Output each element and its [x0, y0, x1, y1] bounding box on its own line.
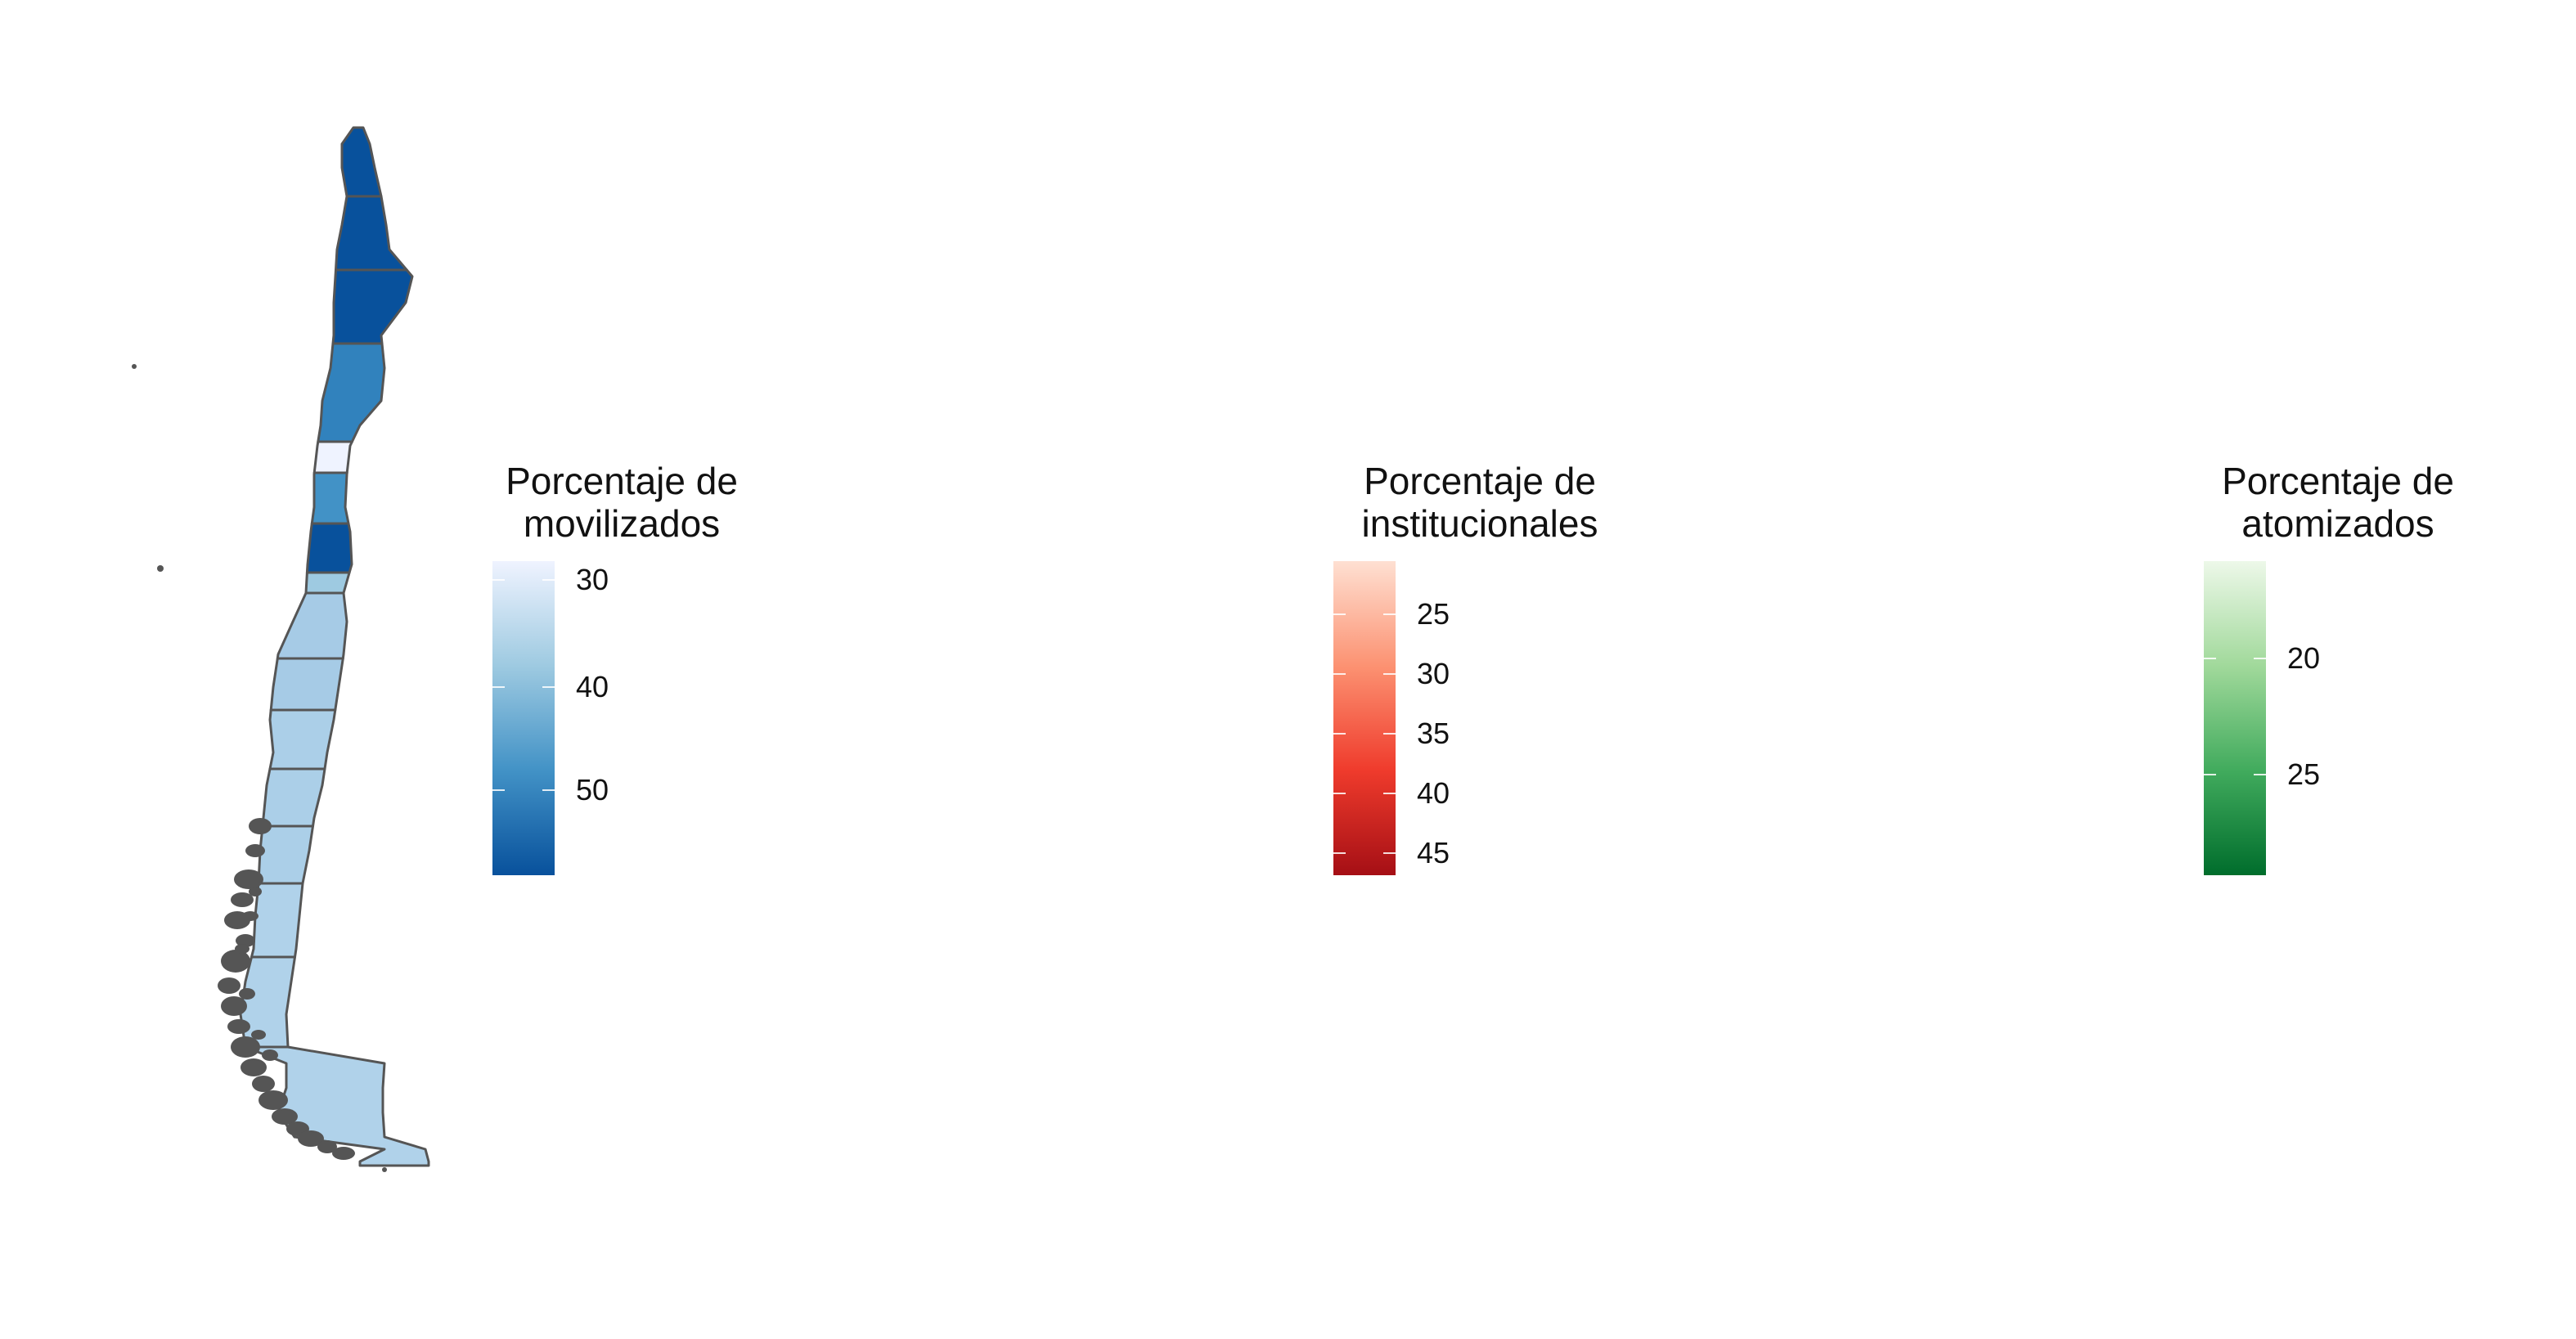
colorbar [2204, 561, 2266, 875]
island-25 [249, 887, 262, 896]
colorbar-tick [1333, 793, 1396, 795]
region-8 [304, 571, 351, 595]
colorbar-tick-label: 35 [1417, 717, 1450, 751]
colorbar-tick-label: 40 [1417, 776, 1450, 811]
island-14 [258, 1090, 288, 1110]
colorbar-tick-label: 30 [1417, 657, 1450, 691]
colorbar-tick [2204, 774, 2266, 776]
offshore-island-2 [157, 565, 164, 572]
offshore-island-3 [382, 1167, 387, 1172]
region-9 [276, 591, 348, 660]
region-10 [269, 657, 344, 712]
island-1 [249, 818, 272, 834]
region-6 [310, 471, 350, 525]
legend-title: Porcentaje de atomizados [2158, 460, 2518, 545]
region-15 [239, 955, 296, 1049]
island-11 [231, 1036, 260, 1058]
island-12 [241, 1058, 267, 1076]
colorbar-tick-label: 40 [576, 669, 609, 703]
legend-title-line-2: movilizados [523, 502, 721, 545]
colorbar-tick [1333, 673, 1396, 676]
region-2 [335, 195, 408, 272]
legend-title-line-1: Porcentaje de [506, 460, 738, 502]
regions-group [132, 126, 430, 1172]
colorbar-tick [1333, 613, 1396, 616]
island-4 [231, 892, 254, 907]
colorbar-tick-label: 45 [1417, 836, 1450, 870]
colorbar-tick-label: 25 [1417, 597, 1450, 631]
colorbar [492, 561, 555, 875]
colorbar-tick-label: 30 [576, 563, 609, 597]
legend-title-line-2: atomizados [2241, 502, 2434, 545]
colorbar [1333, 561, 1396, 875]
island-7 [221, 950, 250, 973]
chile-region-map [858, 0, 1716, 1339]
chile-region-map [132, 126, 430, 1172]
island-17 [298, 1130, 324, 1147]
island-21 [251, 1030, 266, 1040]
region-12 [261, 767, 326, 828]
island-2 [245, 844, 265, 857]
legend-title: Porcentaje de institucionales [1292, 460, 1668, 545]
colorbar-tick-label: 50 [576, 773, 609, 807]
region-7 [305, 522, 353, 574]
legend-title-line-1: Porcentaje de [2222, 460, 2454, 502]
region-11 [268, 708, 337, 771]
map-panel-institucionales: Porcentaje de institucionales 25 30 35 40 45 [858, 0, 1716, 1339]
colorbar-tick [1333, 733, 1396, 735]
colorbar-tick-label: 25 [2287, 757, 2321, 792]
region-4 [317, 342, 386, 443]
region-13 [257, 825, 314, 885]
island-23 [235, 944, 250, 954]
colorbar-tick [1333, 852, 1396, 855]
region-3 [331, 268, 414, 345]
colorbar-tick [2204, 658, 2266, 660]
island-18 [317, 1140, 337, 1153]
colorbar-tick [492, 789, 555, 792]
map-panel-movilizados: Porcentaje de movilizados 30 40 50 [0, 0, 858, 1339]
island-6 [236, 934, 255, 947]
legend-title-line-2: institucionales [1361, 502, 1598, 545]
chile-region-map [1716, 0, 2574, 1339]
island-15 [272, 1108, 298, 1125]
offshore-island-1 [132, 364, 137, 369]
legend-title-line-1: Porcentaje de [1364, 460, 1596, 502]
colorbar-tick-label: 20 [2287, 641, 2321, 676]
map-panel-atomizados: Porcentaje de atomizados 20 25 [1716, 0, 2574, 1339]
region-1 [340, 126, 383, 198]
island-9 [221, 996, 247, 1016]
island-24 [242, 911, 258, 921]
region-5 [312, 440, 353, 474]
island-13 [252, 1076, 275, 1092]
island-8 [218, 977, 241, 994]
legend-title: Porcentaje de movilizados [442, 460, 802, 545]
island-3 [234, 869, 263, 889]
colorbar-tick [492, 579, 555, 582]
island-20 [262, 1049, 278, 1061]
colorbar-tick [492, 685, 555, 688]
island-10 [227, 1019, 250, 1034]
island-22 [239, 988, 255, 1000]
island-19 [332, 1147, 355, 1160]
